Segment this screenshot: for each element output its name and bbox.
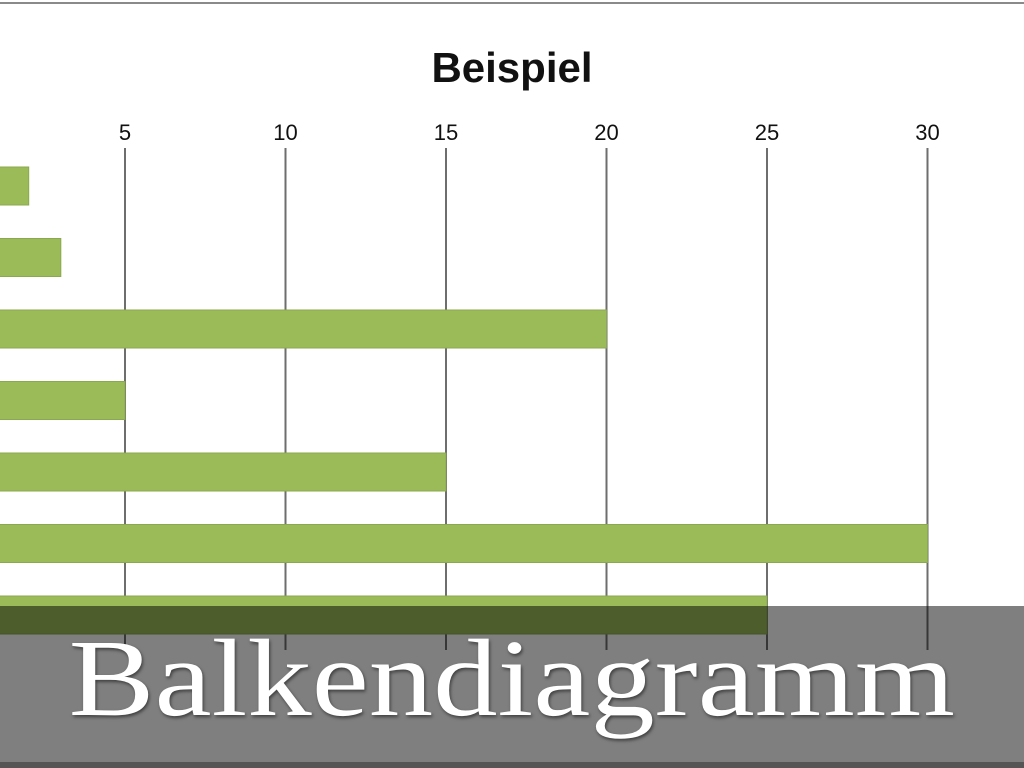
caption-overlay [0,606,1024,768]
top-border [0,2,1024,4]
x-tick-label: 10 [273,120,297,145]
x-tick-label: 30 [915,120,939,145]
caption-bar: Balkendiagramm [0,606,1024,762]
bar [0,452,447,492]
bar [0,381,126,420]
x-tick-label: 25 [755,120,779,145]
bar [0,166,30,206]
bar [0,238,62,277]
x-tick-label: 20 [594,120,618,145]
caption-text: Balkendiagramm [68,617,956,739]
x-tick-label: 5 [119,120,131,145]
bar [0,524,928,563]
bar [0,309,607,349]
chart-title: Beispiel [431,44,593,91]
x-tick-label: 15 [434,120,458,145]
